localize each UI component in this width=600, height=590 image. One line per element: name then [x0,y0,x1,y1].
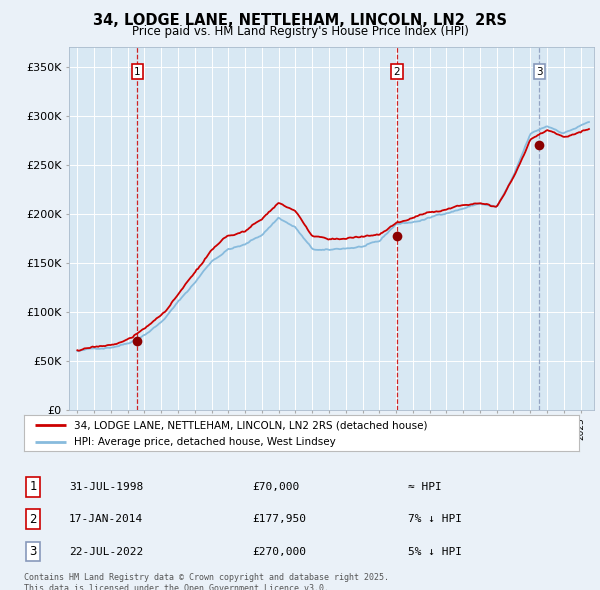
Text: 3: 3 [29,545,37,558]
Text: 34, LODGE LANE, NETTLEHAM, LINCOLN, LN2 2RS (detached house): 34, LODGE LANE, NETTLEHAM, LINCOLN, LN2 … [74,420,427,430]
Text: 2: 2 [29,513,37,526]
Text: £177,950: £177,950 [252,514,306,524]
Text: 17-JAN-2014: 17-JAN-2014 [69,514,143,524]
Text: 34, LODGE LANE, NETTLEHAM, LINCOLN, LN2  2RS: 34, LODGE LANE, NETTLEHAM, LINCOLN, LN2 … [93,13,507,28]
Text: £270,000: £270,000 [252,547,306,556]
Text: ≈ HPI: ≈ HPI [408,482,442,491]
Text: 1: 1 [134,67,141,77]
Text: 2: 2 [394,67,400,77]
Text: 1: 1 [29,480,37,493]
Text: 3: 3 [536,67,543,77]
Text: £70,000: £70,000 [252,482,299,491]
Text: 22-JUL-2022: 22-JUL-2022 [69,547,143,556]
Text: Price paid vs. HM Land Registry's House Price Index (HPI): Price paid vs. HM Land Registry's House … [131,25,469,38]
Text: 31-JUL-1998: 31-JUL-1998 [69,482,143,491]
Text: 5% ↓ HPI: 5% ↓ HPI [408,547,462,556]
Text: 7% ↓ HPI: 7% ↓ HPI [408,514,462,524]
Text: HPI: Average price, detached house, West Lindsey: HPI: Average price, detached house, West… [74,437,336,447]
Text: Contains HM Land Registry data © Crown copyright and database right 2025.
This d: Contains HM Land Registry data © Crown c… [24,573,389,590]
